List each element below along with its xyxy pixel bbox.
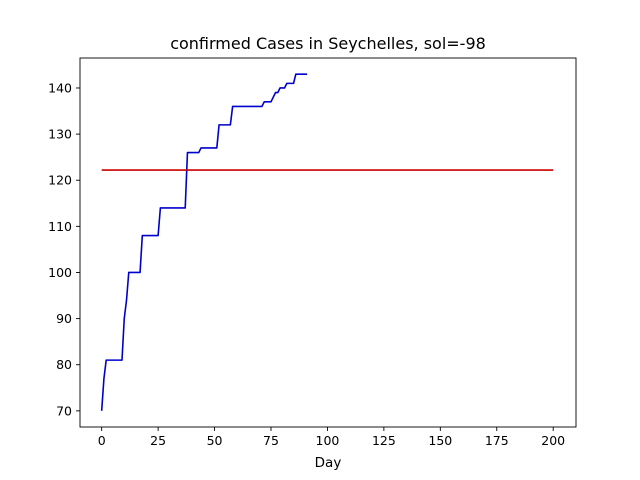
plot-area bbox=[100, 73, 554, 411]
x-tick-label: 25 bbox=[150, 433, 166, 448]
y-tick-label: 110 bbox=[48, 219, 72, 234]
axes-frame bbox=[79, 57, 577, 428]
y-tick-label: 90 bbox=[56, 311, 72, 326]
x-tick-label: 175 bbox=[485, 433, 509, 448]
y-tick-label: 120 bbox=[48, 173, 72, 188]
y-tick-label: 100 bbox=[48, 265, 72, 280]
x-tick-label: 150 bbox=[428, 433, 452, 448]
chart-title: confirmed Cases in Seychelles, sol=-98 bbox=[170, 34, 486, 53]
x-tick-label: 0 bbox=[98, 433, 106, 448]
x-tick-label: 125 bbox=[372, 433, 396, 448]
x-axis-label: Day bbox=[315, 455, 342, 471]
x-tick-label: 200 bbox=[541, 433, 565, 448]
axes: 0 25 50 75 100 125 150 175 200 70 80 90 100 110 120 130… bbox=[48, 57, 577, 448]
x-tick-label: 100 bbox=[316, 433, 340, 448]
y-tick-label: 80 bbox=[56, 357, 72, 372]
x-tick-label: 75 bbox=[263, 433, 279, 448]
x-tick-label: 50 bbox=[207, 433, 223, 448]
y-tick-label: 130 bbox=[48, 127, 72, 142]
series-line-0 bbox=[100, 73, 308, 411]
y-tick-label: 140 bbox=[48, 80, 72, 95]
y-tick-label: 70 bbox=[56, 403, 72, 418]
